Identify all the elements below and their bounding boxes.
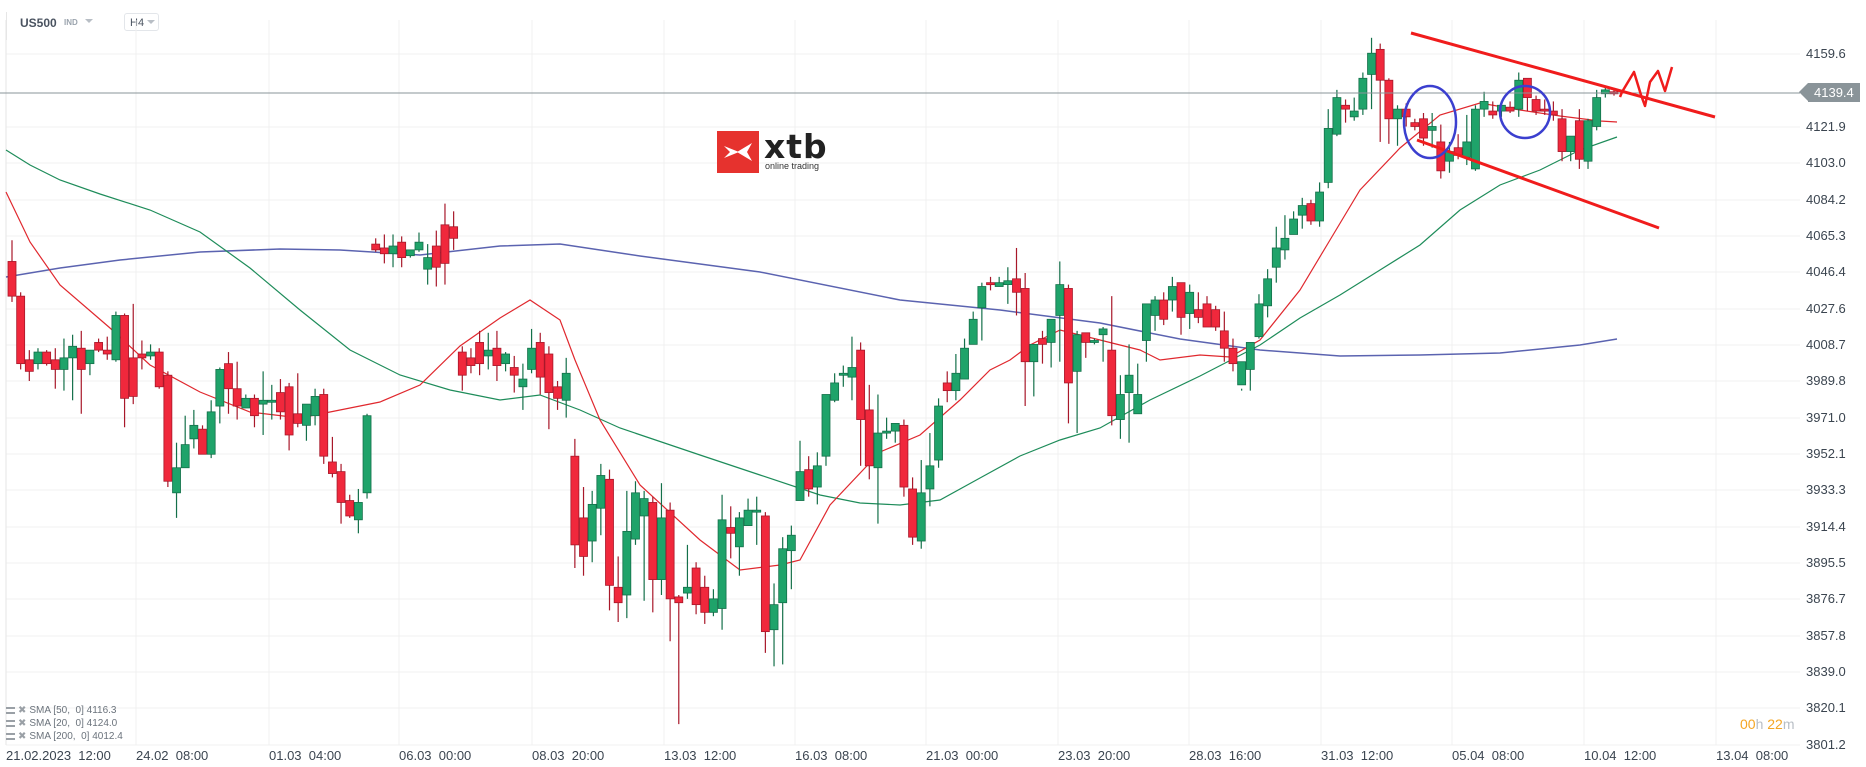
logo-wordmark: xtb <box>764 127 828 166</box>
legend-item[interactable]: ✖ SMA [200, 0] 4012.4 <box>6 731 123 742</box>
time-label: 08.03 20:00 <box>532 748 605 763</box>
symbol-name[interactable]: US500 <box>20 16 57 30</box>
price-label: 4027.6 <box>1806 301 1846 316</box>
price-label: 3857.8 <box>1806 628 1846 643</box>
price-label: 4084.2 <box>1806 192 1846 207</box>
price-label: 4121.9 <box>1806 119 1846 134</box>
price-label: 3989.8 <box>1806 373 1846 388</box>
time-label: 10.04 12:00 <box>1584 748 1657 763</box>
remove-x-icon[interactable]: ✖ <box>18 731 27 742</box>
legend-label: SMA [200, 0] 4012.4 <box>29 731 123 742</box>
time-label: 05.04 08:00 <box>1452 748 1525 763</box>
time-label: 16.03 08:00 <box>795 748 868 763</box>
price-label: 3952.1 <box>1806 446 1846 461</box>
settings-lines-icon[interactable] <box>6 719 15 727</box>
time-label: 28.03 16:00 <box>1189 748 1262 763</box>
chart-header: US500 IND H4 <box>0 0 1866 40</box>
time-label: 21.03 00:00 <box>926 748 999 763</box>
symbol-dropdown-chevron-icon[interactable] <box>85 19 93 23</box>
price-label: 3820.1 <box>1806 700 1846 715</box>
timeframe-value: H4 <box>130 17 145 29</box>
time-label: 13.03 12:00 <box>664 748 737 763</box>
price-label: 3895.5 <box>1806 555 1846 570</box>
timeframe-chevron-icon <box>147 20 155 24</box>
remove-x-icon[interactable]: ✖ <box>18 705 27 716</box>
price-label: 3839.0 <box>1806 664 1846 679</box>
timer-hours: 00 <box>1740 716 1756 732</box>
time-label: 31.03 12:00 <box>1321 748 1394 763</box>
current-price-marker: 4139.4 <box>1799 83 1860 102</box>
price-label: 4008.7 <box>1806 337 1846 352</box>
price-label: 4046.4 <box>1806 264 1846 279</box>
price-label: 3876.7 <box>1806 591 1846 606</box>
price-label: 4159.6 <box>1806 46 1846 61</box>
xtb-logo-mark-icon <box>717 131 759 173</box>
time-label: 01.03 04:00 <box>269 748 342 763</box>
candle-countdown-timer: 00h 22m <box>1740 716 1795 732</box>
price-label: 4103.0 <box>1806 155 1846 170</box>
legend-label: SMA [50, 0] 4116.3 <box>29 705 117 716</box>
time-label: 06.03 00:00 <box>399 748 472 763</box>
time-label: 24.02 08:00 <box>136 748 209 763</box>
timer-minutes: 22 <box>1767 716 1783 732</box>
symbol-type-badge: IND <box>64 18 78 27</box>
settings-lines-icon[interactable] <box>6 732 15 740</box>
time-label: 23.03 20:00 <box>1058 748 1131 763</box>
timeframe-select[interactable]: H4 <box>124 13 159 31</box>
price-label: 4065.3 <box>1806 228 1846 243</box>
legend-item[interactable]: ✖ SMA [50, 0] 4116.3 <box>6 705 117 716</box>
time-label: 13.04 08:00 <box>1716 748 1789 763</box>
settings-lines-icon[interactable] <box>6 706 15 714</box>
legend-item[interactable]: ✖ SMA [20, 0] 4124.0 <box>6 718 117 729</box>
legend-label: SMA [20, 0] 4124.0 <box>29 718 118 729</box>
price-label: 3914.4 <box>1806 519 1846 534</box>
price-label: 3801.2 <box>1806 737 1846 752</box>
price-label: 3971.0 <box>1806 410 1846 425</box>
timer-h-unit: h <box>1755 716 1764 732</box>
timer-m-unit: m <box>1782 716 1795 732</box>
logo-tagline: online trading <box>765 161 820 171</box>
remove-x-icon[interactable]: ✖ <box>18 718 27 729</box>
time-label: 21.02.2023 12:00 <box>6 748 111 763</box>
price-label: 3933.3 <box>1806 482 1846 497</box>
